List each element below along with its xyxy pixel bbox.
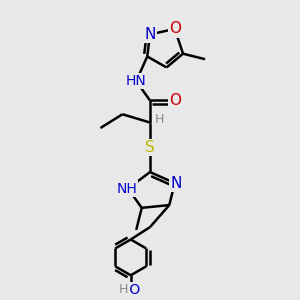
- Text: HN: HN: [126, 74, 147, 88]
- Text: N: N: [144, 27, 156, 42]
- Text: H: H: [155, 113, 164, 126]
- Text: HO: HO: [120, 284, 141, 297]
- Text: O: O: [169, 93, 181, 108]
- Text: H: H: [119, 284, 128, 296]
- Text: S: S: [145, 140, 155, 155]
- Text: NH: NH: [116, 182, 137, 196]
- Text: O: O: [169, 21, 181, 36]
- Text: N: N: [170, 176, 182, 190]
